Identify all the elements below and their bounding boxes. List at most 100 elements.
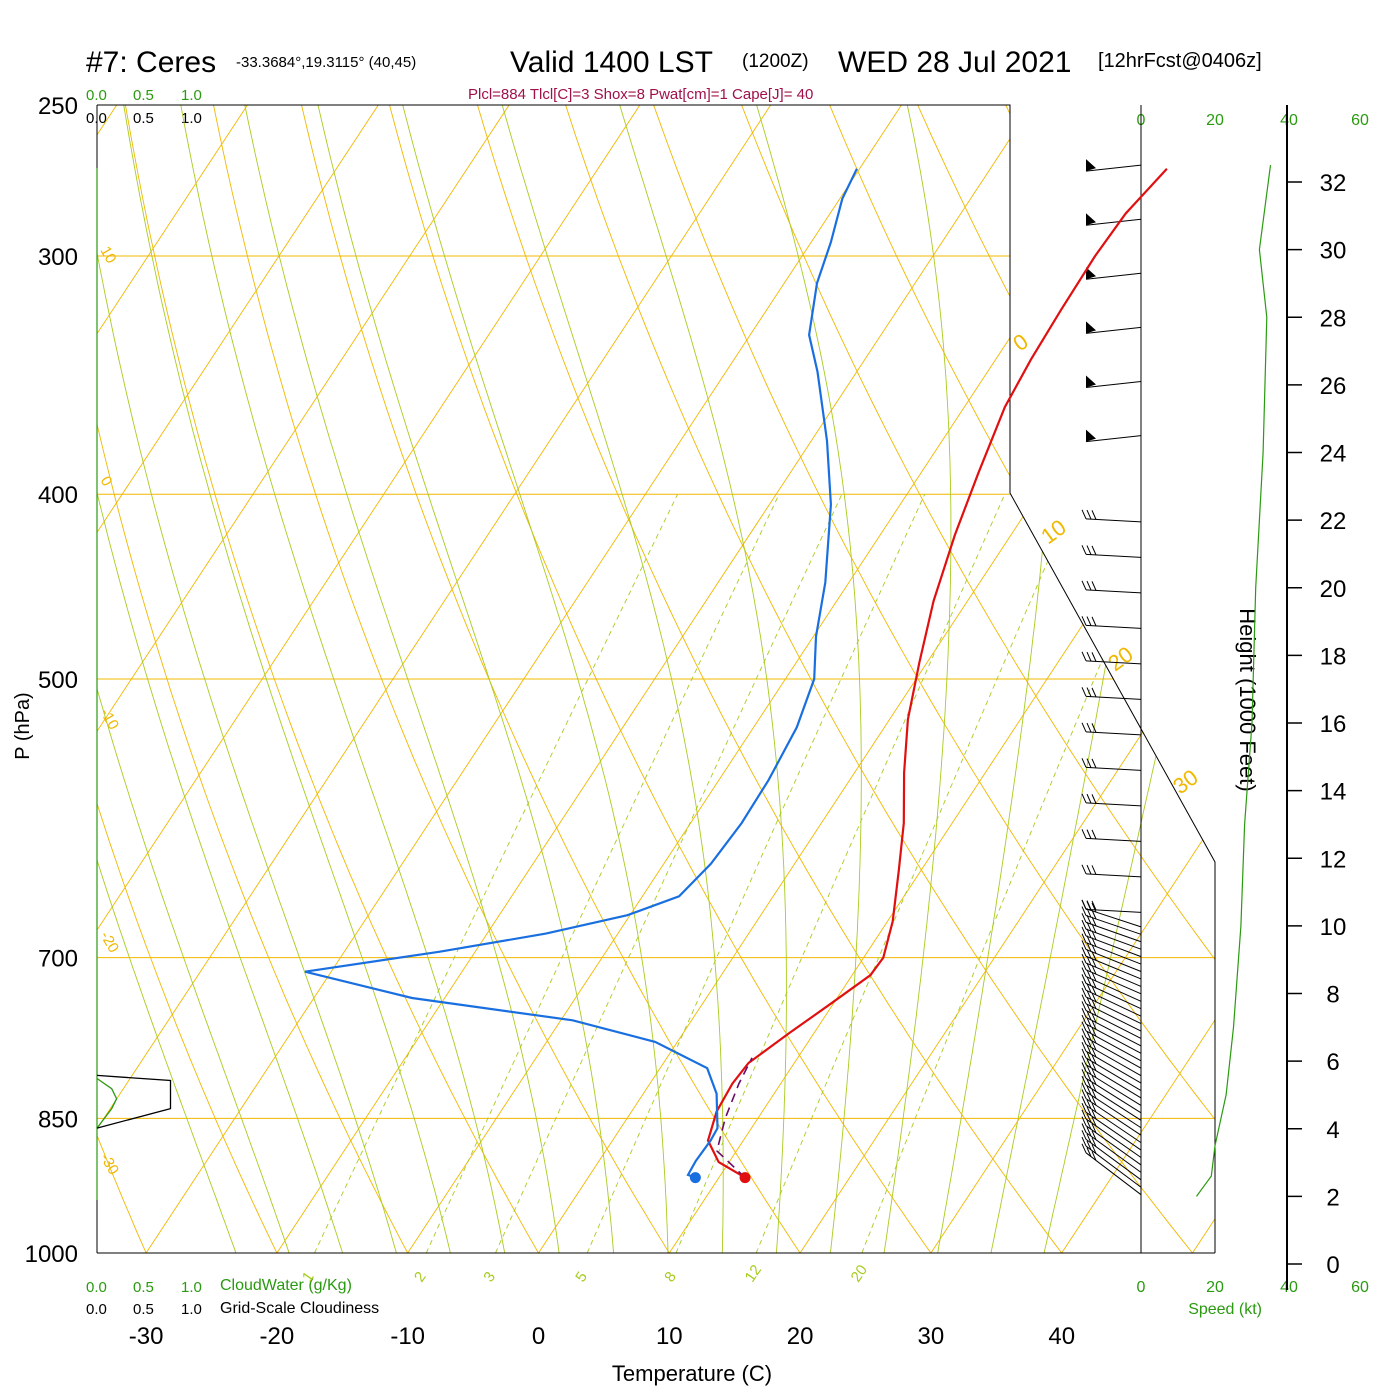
- wind-barb-feather: [1081, 967, 1087, 977]
- wind-barb-feather: [1086, 509, 1092, 520]
- wind-barb-feather: [1081, 1075, 1087, 1086]
- wind-barb-feather: [1081, 933, 1087, 943]
- moist-adiabat-line: [619, 105, 787, 1253]
- isotherm-line: [145, 105, 902, 1253]
- wind-barb-feather: [1091, 1068, 1097, 1078]
- temperature-tick-label: 10: [656, 1323, 683, 1350]
- wind-barb-feather: [1086, 545, 1092, 555]
- wind-barb-feather: [1081, 616, 1087, 626]
- isotherm-line: [97, 105, 510, 1253]
- pressure-tick-label: 400: [38, 482, 78, 509]
- wind-barb-staff: [1085, 1064, 1142, 1099]
- isotherm-line: [1323, 105, 1400, 1253]
- wind-barb-feather: [1091, 971, 1097, 982]
- wind-barb-feather: [1091, 916, 1097, 927]
- moist-adiabat-line: [402, 105, 670, 1253]
- wind-barb-feather: [1081, 906, 1087, 916]
- wind-barb-staff: [1085, 218, 1142, 226]
- wind-barb-feather: [1091, 992, 1097, 1002]
- wind-barb-staff: [1085, 1077, 1142, 1114]
- wind-barb-feather: [1081, 919, 1087, 930]
- wind-barb-feather: [1081, 953, 1087, 964]
- wind-barb-feather: [1081, 1048, 1087, 1059]
- wind-barb-feather: [1086, 935, 1092, 945]
- surface-dewpoint-marker: [689, 1172, 701, 1184]
- station-coords: -33.3684°,19.3115° (40,45): [236, 54, 416, 71]
- height-tick-label: 4: [1326, 1117, 1339, 1144]
- dry-adiabat-line: [641, 105, 1215, 1253]
- sounding-profiles: [304, 167, 1168, 1184]
- height-tick-label: 30: [1320, 238, 1347, 265]
- height-tick-label: 10: [1320, 914, 1347, 941]
- mixing-ratio-line: [425, 494, 780, 1253]
- dry-adiabat-line: [1338, 71, 1400, 1293]
- dry-adiabat-line: [119, 105, 563, 1253]
- wind-barb-staff: [1085, 949, 1142, 972]
- wind-barb-feather: [1091, 510, 1097, 520]
- wind-barb-feather: [1091, 1013, 1097, 1023]
- background-grid: [97, 71, 1400, 1293]
- frame-right-edge: [97, 104, 1216, 1253]
- wind-barb-feather: [1091, 1075, 1097, 1085]
- cloudwater-scale-bottom-0: 0.0: [86, 1279, 107, 1296]
- wind-barb-staff: [1085, 837, 1142, 842]
- wind-barb-feather: [1086, 1044, 1092, 1055]
- dry-adiabat-line: [206, 105, 696, 1253]
- wind-barb-staff: [1085, 915, 1142, 935]
- wind-barb-staff: [1085, 589, 1142, 594]
- dry-adiabat-line: [293, 105, 828, 1253]
- mixing-ratio-label: 20: [848, 1262, 871, 1285]
- zulu-time: (1200Z): [742, 51, 809, 72]
- wind-barb-staff: [1085, 1023, 1142, 1054]
- cloudiness-line: [96, 1074, 172, 1129]
- isotherm-line: [1061, 105, 1215, 1253]
- wind-barb-feather: [1086, 1126, 1092, 1137]
- wind-barb-feather: [1091, 1102, 1097, 1113]
- height-tick-label: 8: [1326, 982, 1339, 1009]
- forecast-run: [12hrFcst@0406z]: [1098, 50, 1262, 72]
- wind-barb-staff: [1085, 1152, 1142, 1196]
- wind-barb-feather: [1091, 865, 1097, 875]
- wind-barb-feather: [1086, 983, 1092, 993]
- wind-barb-feather: [1081, 1062, 1087, 1072]
- wind-barb-feather: [1086, 580, 1092, 591]
- speed-tick-bottom-0: 0: [1137, 1279, 1146, 1296]
- wind-barb-pennant: [1086, 429, 1096, 442]
- wind-barb-staff: [1085, 1138, 1142, 1181]
- temperature-tick-label: -10: [390, 1323, 425, 1350]
- wind-barb-staff: [1085, 1118, 1142, 1158]
- wind-barb-feather: [1091, 616, 1097, 627]
- wind-barb-staff: [1085, 1145, 1142, 1188]
- wind-barb-staff: [1085, 1098, 1142, 1136]
- temperature-tick-label: -30: [129, 1323, 164, 1350]
- wind-barb-feather: [1086, 1003, 1092, 1014]
- wind-barb-feather: [1081, 1069, 1087, 1079]
- dry-adiabat-line: [97, 105, 165, 1253]
- wind-barb-feather: [1091, 902, 1097, 913]
- wind-barb-feather: [1091, 1033, 1097, 1044]
- wind-barb-staff: [1085, 1057, 1142, 1091]
- wind-barb-feather: [1081, 1041, 1087, 1052]
- wind-barb-feather: [1091, 758, 1097, 769]
- wind-barb-feather: [1091, 944, 1097, 954]
- pressure-tick-label: 850: [38, 1106, 78, 1133]
- mixing-ratio-label: 2: [411, 1269, 430, 1286]
- mixing-ratio-line: [861, 494, 1173, 1253]
- wind-barb-pennant: [1086, 159, 1096, 172]
- height-tick-label: 12: [1320, 846, 1347, 873]
- wind-barb-feather: [1086, 864, 1092, 875]
- dewpoint-line: [304, 168, 858, 1179]
- wind-barb-staff: [1085, 1132, 1142, 1173]
- wind-barb-feather: [1081, 758, 1087, 768]
- wind-barb-feather: [1086, 758, 1092, 768]
- wind-barb-pennant: [1086, 267, 1096, 280]
- wind-barb-feather: [1081, 1028, 1087, 1038]
- wind-barb-feather: [1091, 964, 1097, 975]
- wind-barb-feather: [1091, 723, 1097, 733]
- wind-barb-staff: [1085, 164, 1142, 172]
- wind-barb-feather: [1086, 616, 1092, 626]
- wind-barb-staff: [1085, 908, 1142, 928]
- cloudiness-scale-top-0: 0.0: [86, 110, 107, 127]
- wind-barb-feather: [1091, 1082, 1097, 1092]
